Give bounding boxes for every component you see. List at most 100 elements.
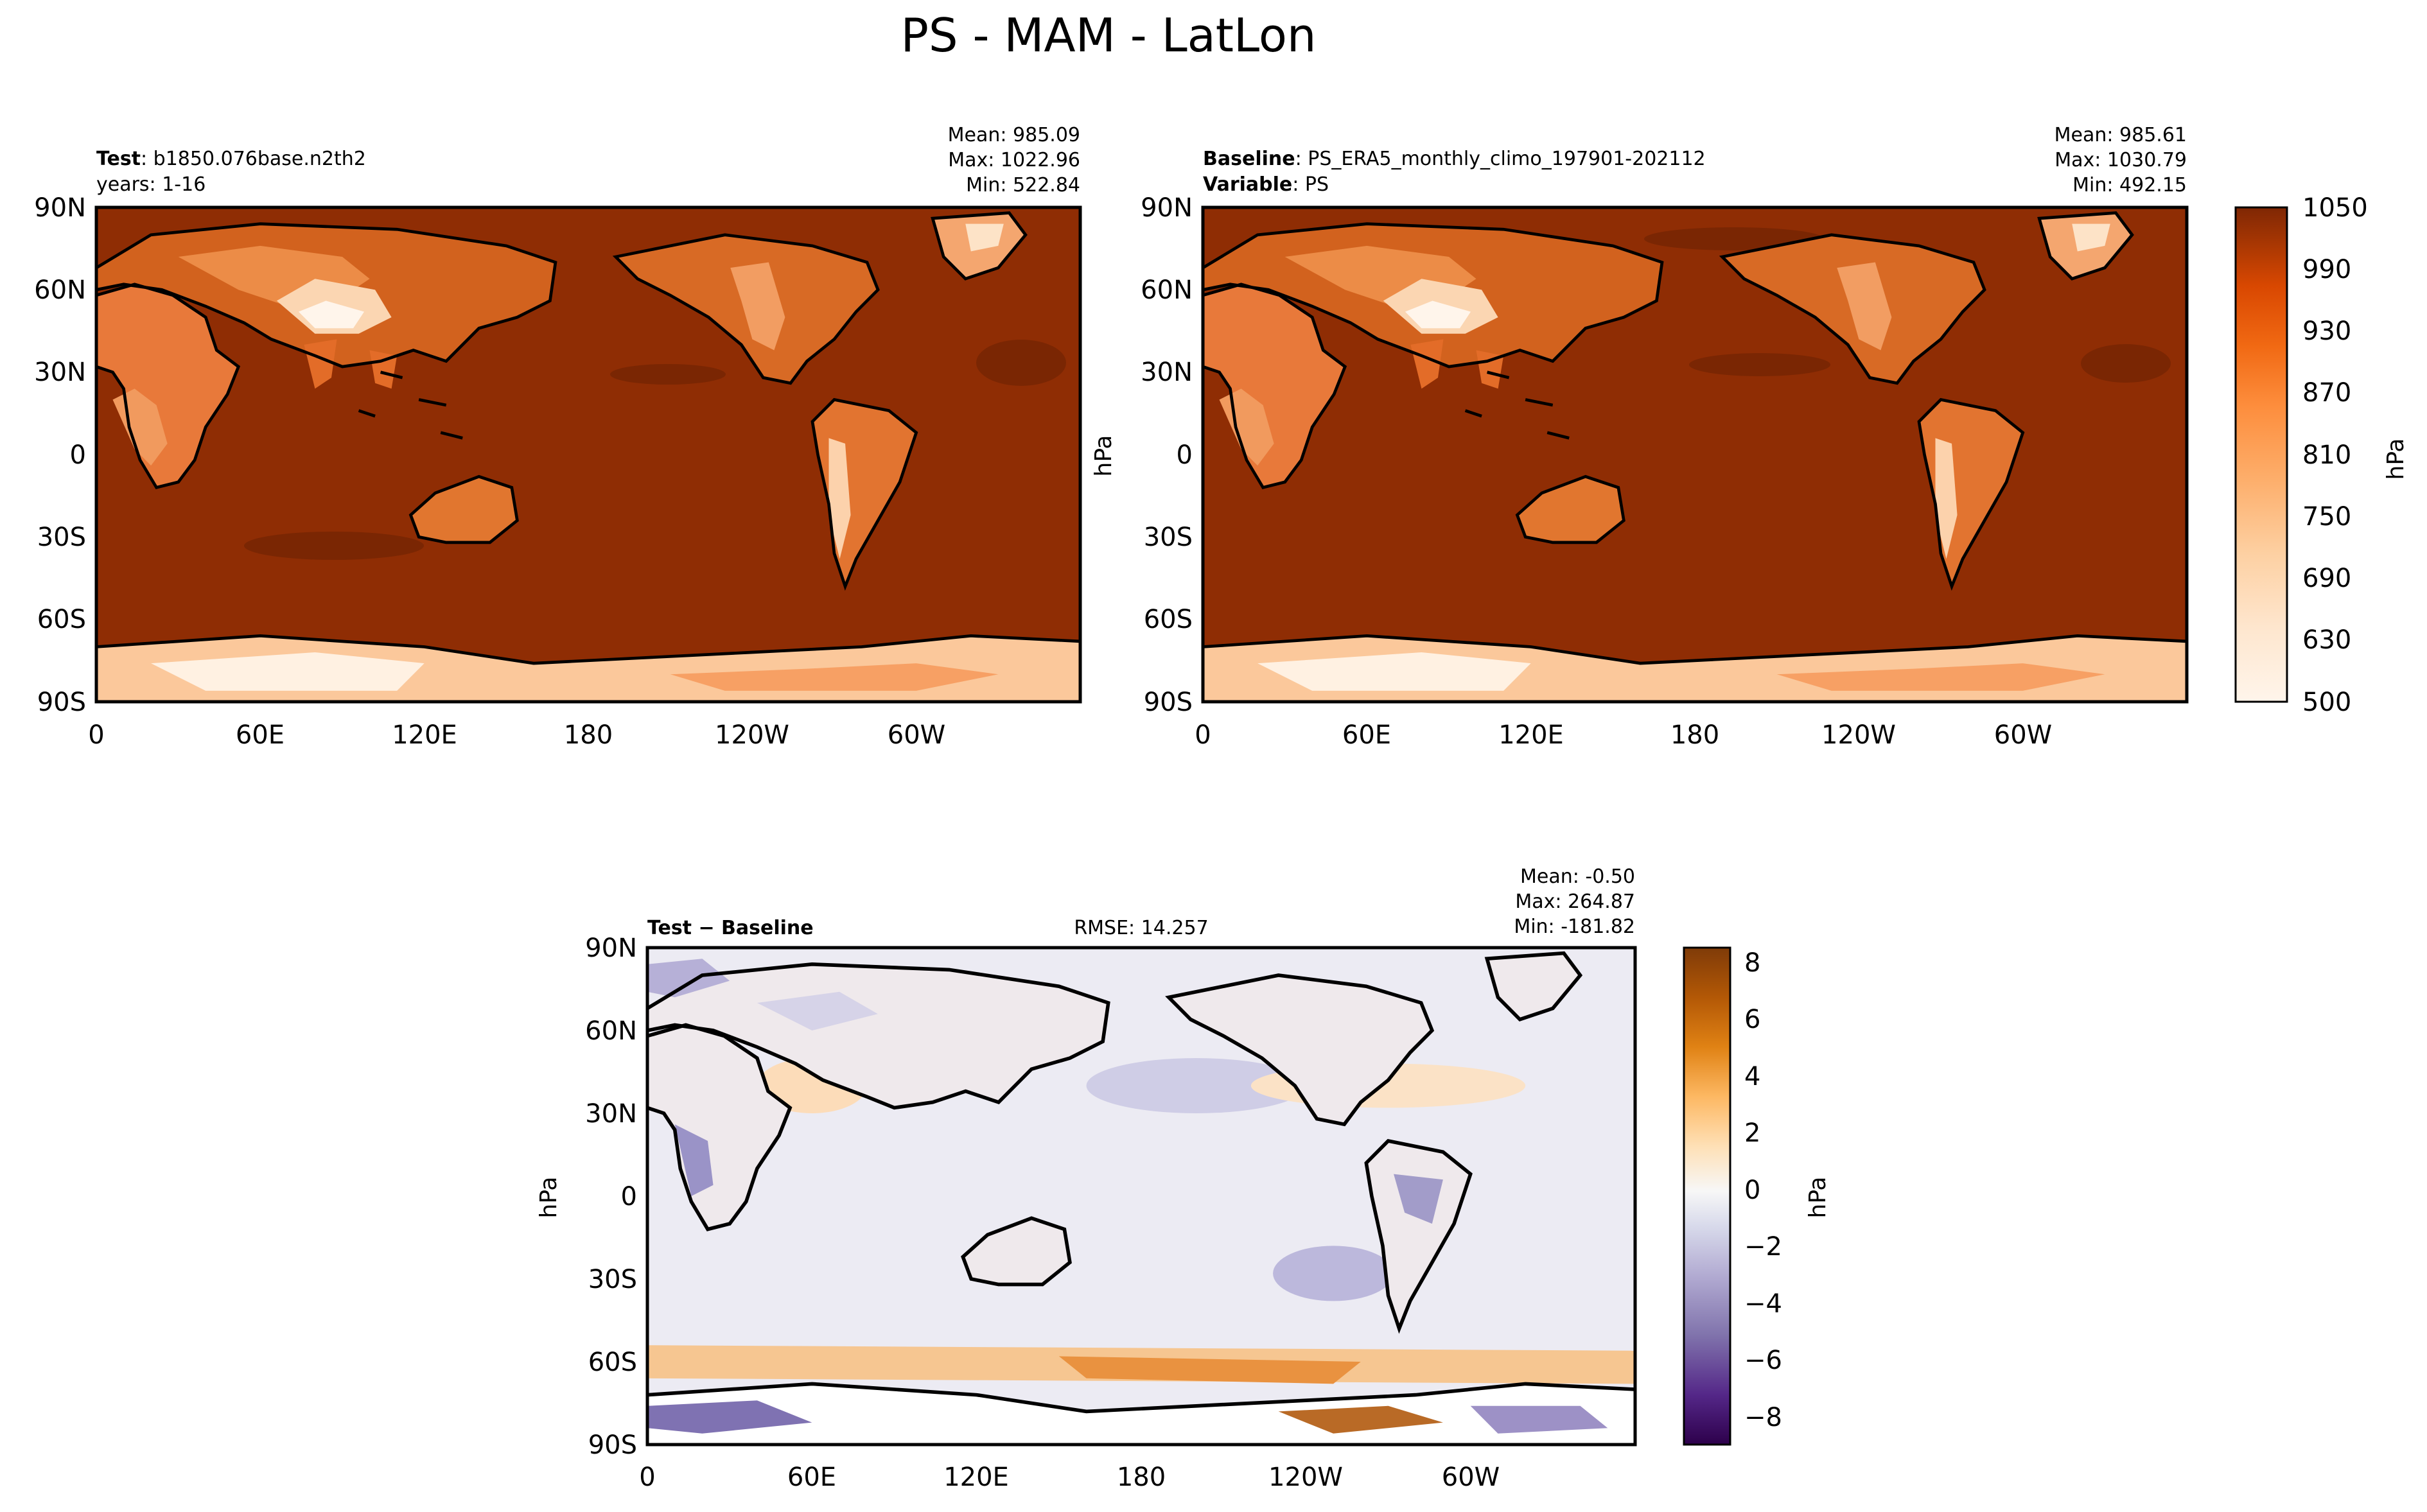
colorbar-tick-label: −6: [1744, 1346, 1782, 1375]
colorbar-tick-label: 930: [2302, 317, 2351, 346]
colorbar-tick-label: 990: [2302, 255, 2351, 284]
diff-y-axis: 90N 60N 30N 0 30S 60S 90S: [585, 934, 637, 1460]
y-tick-label: 60S: [37, 605, 86, 634]
y-tick-label: 60N: [585, 1016, 637, 1046]
y-tick-label: 30S: [588, 1265, 637, 1294]
y-tick-label: 60N: [34, 275, 86, 305]
baseline-min: Min: 492.15: [2072, 174, 2187, 196]
y-tick-label: 0: [70, 440, 86, 470]
baseline-map-ocean-low: [1689, 353, 1830, 376]
colorbar-tick-label: −2: [1744, 1232, 1782, 1262]
y-tick-label: 0: [1177, 440, 1193, 470]
colorbar-tick-label: 4: [1744, 1062, 1760, 1091]
test-subtitle: years: 1-16: [96, 173, 206, 196]
y-tick-label: 90N: [34, 193, 86, 223]
y-tick-label: 90S: [1144, 688, 1193, 717]
baseline-subtitle-rest: : PS: [1292, 173, 1329, 196]
colorbar-tick-label: 690: [2302, 564, 2351, 593]
colorbar-tick-label: 8: [1744, 948, 1760, 978]
x-tick-label: 120E: [943, 1463, 1009, 1492]
y-tick-label: 90S: [588, 1430, 637, 1460]
baseline-title-rest: : PS_ERA5_monthly_climo_197901-202112: [1295, 148, 1706, 170]
diff-colorbar-gradient: [1683, 946, 1731, 1446]
x-tick-label: 120W: [715, 720, 789, 750]
baseline-ylabel: hPa: [1091, 435, 1117, 477]
diff-colorbar-label: hPa: [1805, 1177, 1831, 1219]
test-max: Max: 1022.96: [948, 149, 1080, 171]
diff-title: Test − Baseline: [647, 917, 814, 939]
diff-max: Max: 264.87: [1515, 891, 1635, 913]
colorbar-tick-label: 0: [1744, 1176, 1760, 1205]
diff-mean: Mean: -0.50: [1520, 865, 1635, 888]
diff-colorbar: 8 6 4 2 0 −2 −4 −6 −8 hPa: [1683, 946, 1831, 1446]
y-tick-label: 60N: [1141, 275, 1193, 305]
x-tick-label: 60E: [1342, 720, 1391, 750]
baseline-mean: Mean: 985.61: [2055, 124, 2187, 146]
baseline-title-bold: Baseline: [1203, 148, 1295, 170]
baseline-max: Max: 1030.79: [2055, 149, 2187, 171]
test-x-axis: 0 60E 120E 180 120W 60W: [88, 720, 945, 750]
test-title-rest: : b1850.076base.n2th2: [141, 148, 366, 170]
test-map-ocean-low: [976, 340, 1066, 386]
y-tick-label: 30S: [37, 523, 86, 552]
y-tick-label: 30S: [1144, 523, 1193, 552]
colorbar-tick-label: 750: [2302, 502, 2351, 532]
baseline-map-ocean-low: [2081, 344, 2171, 383]
figure-title: PS - MAM - LatLon: [900, 8, 1316, 62]
baseline-y-axis: 90N 60N 30N 0 30S 60S 90S: [1141, 193, 1193, 717]
y-tick-label: 60S: [1144, 605, 1193, 634]
test-panel: Test: b1850.076base.n2th2 years: 1-16 Me…: [34, 124, 1082, 750]
x-tick-label: 0: [639, 1463, 655, 1492]
test-y-axis: 90N 60N 30N 0 30S 60S 90S: [34, 193, 86, 717]
baseline-title: Baseline: PS_ERA5_monthly_climo_197901-2…: [1203, 148, 1706, 170]
diff-panel: Test − Baseline RMSE: 14.257 Mean: -0.50…: [536, 865, 1637, 1492]
ps-colorbar-ticks: 1050 990 930 870 810 750 690 630 500: [2302, 193, 2368, 717]
diff-ylabel: hPa: [536, 1177, 562, 1219]
diff-colorbar-ticks: 8 6 4 2 0 −2 −4 −6 −8: [1744, 948, 1782, 1432]
baseline-subtitle-bold: Variable: [1203, 173, 1292, 196]
test-title: Test: b1850.076base.n2th2: [96, 148, 366, 170]
test-mean: Mean: 985.09: [948, 124, 1080, 146]
colorbar-tick-label: 1050: [2302, 193, 2368, 223]
baseline-subtitle: Variable: PS: [1203, 173, 1329, 196]
ps-colorbar-gradient: [2234, 206, 2288, 703]
x-tick-label: 180: [1670, 720, 1719, 750]
colorbar-tick-label: −8: [1744, 1403, 1782, 1432]
colorbar-tick-label: 2: [1744, 1118, 1760, 1148]
test-map-frame: [94, 205, 1082, 704]
test-map-ocean-low: [244, 532, 424, 560]
baseline-x-axis: 0 60E 120E 180 120W 60W: [1195, 720, 2052, 750]
y-tick-label: 90S: [37, 688, 86, 717]
x-tick-label: 180: [564, 720, 613, 750]
y-tick-label: 30N: [585, 1099, 637, 1129]
colorbar-tick-label: 870: [2302, 378, 2351, 408]
y-tick-label: 0: [621, 1182, 637, 1212]
x-tick-label: 60W: [1442, 1463, 1500, 1492]
x-tick-label: 60W: [1994, 720, 2052, 750]
diff-rmse: RMSE: 14.257: [1074, 917, 1208, 939]
y-tick-label: 30N: [34, 358, 86, 387]
y-tick-label: 60S: [588, 1348, 637, 1377]
colorbar-tick-label: −4: [1744, 1289, 1782, 1319]
x-tick-label: 60W: [888, 720, 945, 750]
baseline-map-frame: [1201, 205, 2189, 704]
colorbar-tick-label: 500: [2302, 688, 2351, 717]
x-tick-label: 0: [1195, 720, 1211, 750]
y-tick-label: 90N: [1141, 193, 1193, 223]
y-tick-label: 30N: [1141, 358, 1193, 387]
x-tick-label: 120W: [1821, 720, 1896, 750]
diff-map-frame: [645, 946, 1637, 1447]
x-tick-label: 0: [88, 720, 104, 750]
x-tick-label: 120W: [1268, 1463, 1343, 1492]
x-tick-label: 180: [1117, 1463, 1166, 1492]
test-map-ocean-low: [610, 364, 726, 385]
baseline-panel: Baseline: PS_ERA5_monthly_climo_197901-2…: [1091, 124, 2189, 750]
x-tick-label: 60E: [236, 720, 285, 750]
ps-colorbar: 1050 990 930 870 810 750 690 630 500 hPa: [2234, 193, 2409, 717]
colorbar-tick-label: 810: [2302, 440, 2351, 470]
ps-colorbar-label: hPa: [2383, 439, 2409, 480]
x-tick-label: 60E: [787, 1463, 836, 1492]
colorbar-tick-label: 630: [2302, 625, 2351, 655]
x-tick-label: 120E: [392, 720, 457, 750]
